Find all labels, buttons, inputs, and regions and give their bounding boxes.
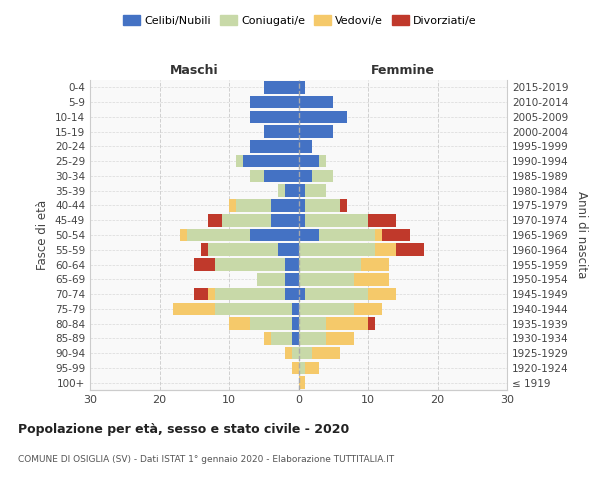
Bar — [187, 228, 250, 241]
Bar — [375, 228, 382, 241]
Bar — [173, 302, 215, 315]
Bar — [250, 110, 299, 123]
Bar — [368, 288, 396, 300]
Bar — [215, 288, 284, 300]
Bar — [299, 96, 333, 108]
Bar — [326, 318, 368, 330]
Bar — [264, 170, 299, 182]
Bar — [284, 258, 299, 271]
Bar — [299, 332, 326, 344]
Bar — [250, 140, 299, 152]
Bar — [264, 126, 299, 138]
Legend: Celibi/Nubili, Coniugati/e, Vedovi/e, Divorziati/e: Celibi/Nubili, Coniugati/e, Vedovi/e, Di… — [121, 13, 479, 28]
Bar — [208, 288, 215, 300]
Bar — [271, 214, 299, 226]
Bar — [313, 170, 333, 182]
Y-axis label: Anni di nascita: Anni di nascita — [575, 192, 588, 278]
Bar — [194, 288, 208, 300]
Bar — [215, 302, 292, 315]
Bar — [368, 318, 375, 330]
Bar — [299, 126, 333, 138]
Bar — [292, 332, 299, 344]
Bar — [368, 214, 396, 226]
Bar — [299, 170, 313, 182]
Bar — [215, 258, 284, 271]
Bar — [257, 273, 284, 285]
Bar — [305, 288, 368, 300]
Bar — [181, 228, 187, 241]
Bar — [194, 258, 215, 271]
Bar — [292, 347, 299, 360]
Bar — [284, 184, 299, 197]
Bar — [222, 214, 271, 226]
Bar — [319, 228, 375, 241]
Bar — [299, 244, 375, 256]
Bar — [305, 199, 340, 212]
Bar — [201, 244, 208, 256]
Bar — [319, 155, 326, 168]
Bar — [229, 199, 236, 212]
Bar — [354, 273, 389, 285]
Bar — [396, 244, 424, 256]
Bar — [271, 332, 292, 344]
Bar — [299, 110, 347, 123]
Bar — [299, 288, 305, 300]
Bar — [299, 273, 354, 285]
Bar — [299, 258, 361, 271]
Bar — [313, 347, 340, 360]
Bar — [250, 318, 292, 330]
Bar — [299, 318, 326, 330]
Bar — [208, 244, 278, 256]
Bar — [278, 184, 284, 197]
Text: Femmine: Femmine — [371, 64, 435, 77]
Bar — [340, 199, 347, 212]
Bar — [299, 81, 305, 94]
Bar — [250, 170, 264, 182]
Bar — [208, 214, 222, 226]
Bar — [382, 228, 410, 241]
Text: Maschi: Maschi — [170, 64, 218, 77]
Bar — [284, 273, 299, 285]
Bar — [299, 302, 354, 315]
Bar — [354, 302, 382, 315]
Bar — [278, 244, 299, 256]
Bar — [292, 302, 299, 315]
Bar — [305, 214, 368, 226]
Bar — [326, 332, 354, 344]
Bar — [305, 184, 326, 197]
Bar — [264, 81, 299, 94]
Bar — [299, 184, 305, 197]
Bar — [284, 288, 299, 300]
Bar — [375, 244, 396, 256]
Bar — [243, 155, 299, 168]
Bar — [299, 214, 305, 226]
Bar — [299, 362, 305, 374]
Y-axis label: Fasce di età: Fasce di età — [37, 200, 49, 270]
Bar — [305, 362, 319, 374]
Bar — [229, 318, 250, 330]
Bar — [250, 228, 299, 241]
Bar — [299, 140, 313, 152]
Bar — [236, 155, 243, 168]
Text: COMUNE DI OSIGLIA (SV) - Dati ISTAT 1° gennaio 2020 - Elaborazione TUTTITALIA.IT: COMUNE DI OSIGLIA (SV) - Dati ISTAT 1° g… — [18, 456, 394, 464]
Bar — [292, 362, 299, 374]
Bar — [299, 199, 305, 212]
Bar — [299, 228, 319, 241]
Bar — [271, 199, 299, 212]
Bar — [264, 332, 271, 344]
Bar — [236, 199, 271, 212]
Bar — [299, 155, 319, 168]
Bar — [361, 258, 389, 271]
Bar — [284, 347, 292, 360]
Bar — [299, 347, 313, 360]
Bar — [292, 318, 299, 330]
Text: Popolazione per età, sesso e stato civile - 2020: Popolazione per età, sesso e stato civil… — [18, 422, 349, 436]
Bar — [299, 376, 305, 389]
Bar — [250, 96, 299, 108]
